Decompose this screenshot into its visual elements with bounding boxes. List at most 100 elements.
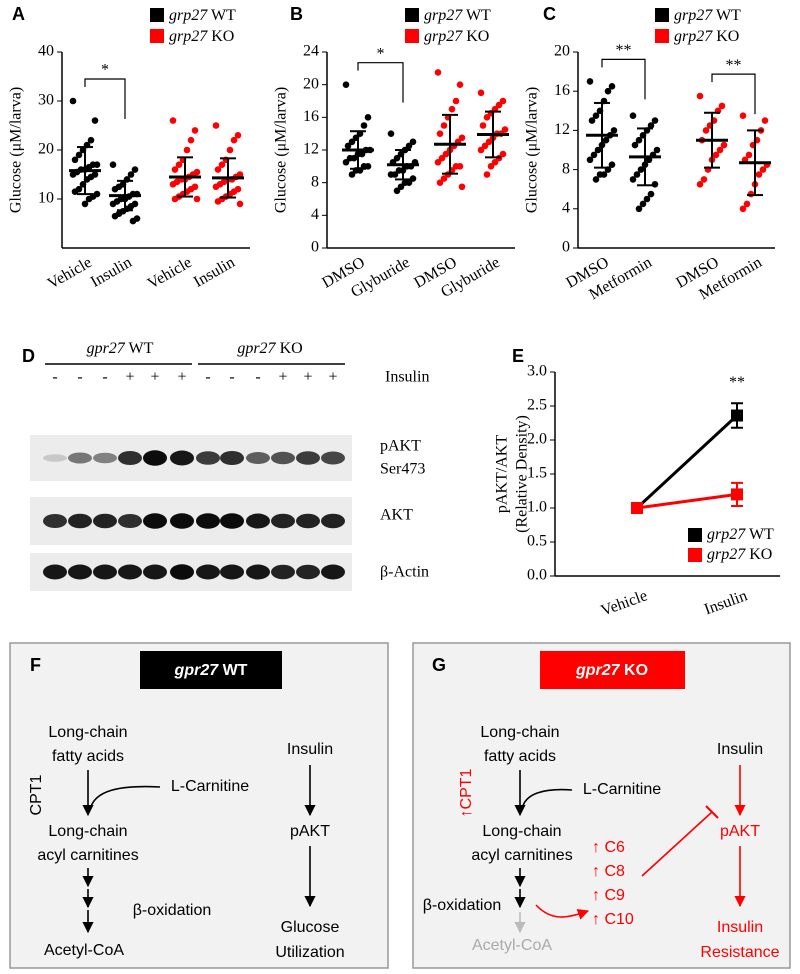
data-point: [344, 142, 352, 150]
cofactor: L-Carnitine: [171, 778, 249, 795]
diagram-title: gpr27 KO: [575, 662, 648, 679]
legend-swatch: [655, 29, 669, 43]
data-point: [234, 132, 242, 139]
band: [220, 451, 244, 465]
data-point: [111, 212, 119, 220]
legend-label: grp27 KO: [674, 28, 739, 45]
significance-label: **: [729, 374, 745, 391]
y-tick-label: 12: [554, 121, 570, 138]
enzyme: ↑CPT1: [458, 768, 475, 817]
y-tick-label: 12: [303, 141, 319, 158]
data-point: [409, 175, 417, 182]
data-point: [111, 185, 119, 193]
data-point: [109, 161, 117, 168]
band: [246, 452, 270, 464]
y-axis-title: Glucose (μM/larva): [524, 87, 541, 213]
y-tick-label: 20: [554, 43, 570, 60]
band: [143, 513, 167, 529]
band: [321, 451, 345, 465]
metabolite: ↑ C10: [592, 911, 634, 928]
data-point: [718, 102, 726, 110]
data-point: [745, 151, 753, 159]
data-point: [696, 181, 704, 188]
y-tick-label: 4: [311, 206, 319, 223]
data-point: [610, 127, 618, 134]
treatment-sign: -: [255, 369, 260, 386]
data-point: [608, 161, 616, 168]
data-point: [212, 183, 220, 191]
node: acyl carnitines: [37, 847, 138, 864]
legend-label: grp27 WT: [707, 526, 774, 543]
data-point: [495, 101, 503, 109]
data-point: [481, 142, 489, 150]
significance-bracket: [84, 78, 126, 119]
panel-label: D: [22, 346, 35, 366]
data-point: [720, 141, 728, 149]
y-tick-label: 16: [554, 82, 570, 99]
row-label: β-Actin: [380, 564, 429, 581]
data-point: [491, 158, 499, 166]
y-tick-label: 24: [303, 43, 319, 60]
panel-label: F: [30, 655, 41, 675]
data-point: [452, 97, 460, 105]
data-point: [487, 163, 495, 170]
data-point: [214, 166, 222, 173]
band: [170, 513, 194, 529]
data-point: [485, 138, 493, 146]
data-point: [127, 171, 135, 178]
band: [143, 564, 167, 580]
node: fatty acids: [52, 748, 124, 765]
panel-label: G: [432, 655, 446, 675]
treatment-sign: -: [102, 369, 107, 386]
data-point: [592, 112, 600, 119]
data-point: [739, 112, 747, 119]
data-point: [602, 136, 610, 144]
treatment-sign: +: [177, 369, 186, 386]
data-point: [653, 146, 661, 154]
y-tick-label: 3.0: [527, 363, 547, 380]
enzyme: CPT1: [28, 774, 45, 815]
data-point: [629, 176, 637, 183]
data-point: [631, 141, 639, 149]
data-point: [448, 105, 456, 113]
data-point: [761, 117, 769, 124]
band: [68, 564, 92, 580]
data-point: [348, 171, 356, 178]
y-axis-title: Glucose (μM/larva): [8, 87, 25, 213]
data-point: [218, 161, 226, 168]
y-axis-title: (Relative Density): [514, 415, 531, 533]
data-point: [129, 217, 137, 225]
data-point: [91, 117, 99, 124]
node: pAKT: [720, 823, 760, 840]
data-point: [588, 117, 596, 124]
legend-swatch: [688, 548, 702, 562]
legend-swatch: [688, 528, 702, 542]
data-point: [175, 161, 183, 168]
x-tick-label: Vehicle: [145, 254, 195, 293]
data-point: [342, 81, 350, 88]
node: Long-chain: [480, 724, 559, 741]
data-point: [214, 198, 222, 205]
legend-label: grp27 KO: [169, 28, 234, 45]
significance-label: **: [726, 57, 742, 74]
band: [220, 513, 244, 529]
metabolite: ↑ C9: [592, 887, 625, 904]
legend-label: grp27 WT: [169, 7, 236, 24]
data-point: [169, 181, 177, 188]
y-tick-label: 0.0: [527, 567, 547, 584]
data-point: [395, 167, 403, 174]
band: [118, 514, 142, 528]
data-point: [81, 200, 89, 208]
band: [118, 451, 142, 465]
data-point: [387, 130, 395, 137]
data-point: [483, 114, 491, 121]
y-tick-label: 30: [38, 92, 54, 109]
data-point: [434, 158, 442, 166]
data-point: [739, 205, 747, 213]
data-point: [442, 150, 450, 158]
y-tick-label: 1.5: [527, 465, 547, 482]
data-point: [71, 188, 79, 195]
band: [170, 564, 194, 580]
treatment-label: Insulin: [385, 369, 429, 386]
